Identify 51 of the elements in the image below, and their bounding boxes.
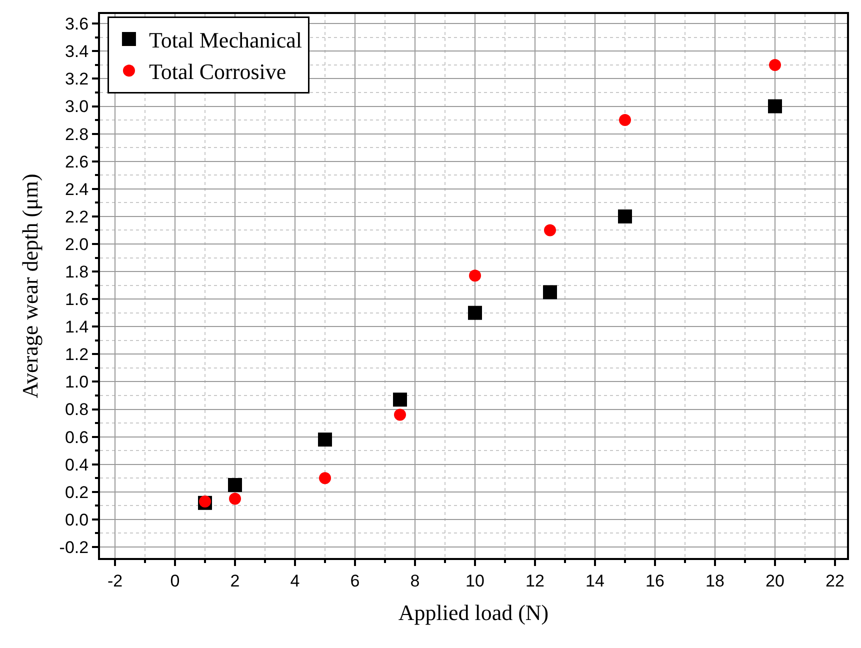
x-tick-label: 16	[646, 571, 664, 590]
y-tick-label: 1.4	[64, 318, 89, 337]
y-tick-label: 2.4	[64, 180, 89, 199]
y-tick-label: 3.2	[64, 70, 89, 89]
y-tick-label: 3.4	[64, 42, 89, 62]
point	[319, 472, 331, 484]
x-tick-label: 20	[766, 571, 784, 590]
x-tick-label: 12	[526, 571, 544, 590]
y-tick-label: 0.0	[64, 510, 89, 530]
y-tick-label: 0.2	[64, 482, 89, 502]
x-tick-label: -2	[107, 571, 123, 590]
x-tick-label: 10	[466, 571, 484, 590]
point	[469, 270, 481, 282]
legend-label: Total Mechanical	[148, 28, 302, 53]
x-tick-label: 8	[410, 571, 420, 590]
y-tick-label: 0.8	[64, 400, 89, 420]
y-tick-label: 3.6	[64, 14, 89, 34]
x-axis-title: Applied load (N)	[398, 600, 549, 625]
y-tick-label: 1.0	[64, 372, 89, 392]
point	[544, 224, 556, 236]
x-tick-label: 14	[586, 571, 604, 590]
x-tick-label: 2	[230, 571, 240, 590]
point	[229, 492, 241, 505]
y-tick-label: 1.6	[64, 290, 89, 310]
y-tick-label: 1.2	[64, 345, 89, 364]
point	[394, 408, 406, 421]
y-tick-label: 1.8	[64, 262, 89, 282]
y-tick-label: 0.6	[64, 428, 89, 447]
point	[228, 478, 242, 492]
y-tick-label: 2.2	[64, 207, 89, 226]
legend-label: Total Corrosive	[148, 59, 286, 84]
x-tick-label: 18	[706, 571, 724, 590]
x-tick-label: 4	[290, 571, 300, 590]
y-tick-label: 2.0	[64, 234, 89, 254]
point	[619, 114, 631, 126]
y-axis-title: Average wear depth (μm)	[18, 174, 43, 398]
point	[393, 392, 407, 407]
y-tick-label: 2.8	[64, 124, 89, 144]
x-tick-label: 22	[826, 571, 844, 590]
x-tick-label: 0	[170, 571, 180, 590]
point	[318, 432, 332, 447]
point	[769, 58, 781, 71]
y-tick-label: -0.2	[59, 538, 89, 557]
y-tick-label: 3.0	[64, 97, 89, 116]
point	[468, 306, 482, 320]
point	[543, 285, 557, 300]
x-tick-label: 6	[350, 571, 360, 590]
y-tick-label: 0.4	[64, 455, 89, 474]
point	[768, 99, 782, 114]
point	[618, 209, 632, 224]
y-tick-label: 2.6	[64, 152, 89, 172]
